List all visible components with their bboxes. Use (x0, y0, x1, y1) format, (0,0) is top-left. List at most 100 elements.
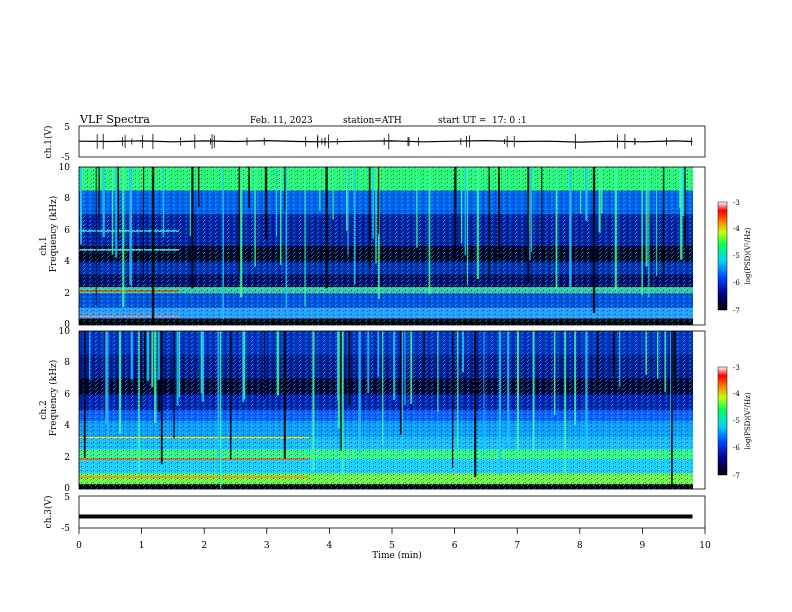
sferic-streak (517, 331, 520, 460)
sferic-streak (673, 331, 676, 387)
sferic-streak (464, 167, 467, 256)
x-tick-label: 2 (201, 541, 207, 551)
sferic-streak (683, 167, 686, 248)
sferic-streak (382, 331, 384, 445)
sferic-streak (416, 167, 418, 248)
sferic-streak (157, 331, 160, 380)
sferic-streak (325, 167, 328, 289)
ch1-colorbar-tick-5: -5 (733, 252, 740, 260)
sferic-streak (178, 331, 181, 398)
sferic-streak (243, 331, 246, 400)
sferic-streak (107, 331, 109, 441)
ch3-ytick-bottom: -5 (61, 524, 70, 534)
sferic-streak (541, 167, 543, 250)
ch1-waveform-ylabel: ch.1(V) (43, 126, 54, 159)
ch2-colorbar-tick-5: -5 (733, 417, 740, 425)
sferic-streak (138, 331, 140, 473)
sferic-streak (201, 331, 205, 402)
ch1-waveform-line (78, 139, 693, 143)
ch2-spectrogram-noise (79, 331, 693, 489)
sferic-streak (648, 167, 650, 298)
sferic-streak (130, 167, 132, 287)
ch1-ytick-8: 8 (64, 194, 70, 204)
ch1-spectrogram-panel: 0 2 4 6 8 10 ch.1 Frequency (kHz) -3 -4 … (39, 163, 752, 330)
ch1-ytick-0: 0 (64, 320, 70, 330)
sferic-streak (276, 331, 280, 396)
header-start-time: 17: 0 :1 (492, 116, 527, 126)
sferic-streak (345, 167, 348, 231)
sferic-streak (574, 331, 576, 425)
ch1-ytick-bottom: -5 (61, 153, 70, 163)
ch2-colorbar-tick-4: -4 (733, 390, 740, 398)
ch1-ytick-2: 2 (64, 289, 70, 299)
sferic-streak (304, 167, 306, 307)
sferic-streak (348, 331, 351, 406)
sferic-streak (679, 167, 681, 209)
sferic-streak (115, 167, 118, 258)
ch1-waveform-spikes (96, 133, 692, 150)
ch2-ytick-10: 10 (59, 327, 71, 337)
sferic-streak (142, 167, 145, 281)
sferic-streak (662, 167, 665, 275)
sferic-streak (598, 167, 601, 233)
sferic-streak (401, 331, 404, 454)
sferic-streak (285, 167, 288, 309)
sferic-streak (189, 167, 191, 237)
chart-title: VLF Spectra (79, 113, 150, 126)
sferic-streak (139, 331, 141, 408)
sferic-streak (466, 167, 468, 285)
sferic-streak (275, 167, 277, 237)
x-axis-ticks: 0 1 2 3 4 5 6 7 8 9 10 (76, 528, 711, 551)
sferic-streak (462, 331, 465, 373)
ch1-colorbar-tick-4: -4 (733, 225, 740, 233)
ch1-colorbar-tick-3: -3 (733, 199, 740, 207)
sferic-streak (347, 167, 349, 256)
ch1-waveform-panel: 5 -5 ch.1(V) (43, 123, 706, 163)
sferic-streak (151, 331, 154, 388)
sferic-streak (531, 167, 533, 252)
sferic-streak (150, 331, 152, 383)
sferic-streak (353, 167, 356, 285)
sferic-streak (197, 167, 200, 208)
sferic-streak (122, 167, 125, 308)
sferic-streak (229, 331, 232, 460)
sferic-streak (585, 331, 588, 451)
sferic-streak (358, 331, 361, 455)
sferic-streak (219, 331, 222, 489)
sferic-streak (162, 167, 165, 237)
sferic-streak (460, 167, 463, 244)
sferic-streak (217, 331, 220, 475)
sferic-streak (457, 331, 459, 449)
ch2-ytick-2: 2 (64, 453, 70, 463)
ch2-sferic-streaks (83, 331, 676, 489)
sferic-streak (452, 331, 454, 469)
x-tick-label: 0 (76, 541, 82, 551)
sferic-streak (238, 167, 241, 274)
sferic-streak (254, 167, 256, 267)
ch2-colorbar-tick-7: -7 (733, 472, 740, 480)
sferic-streak (117, 167, 120, 240)
ch1-frequency-label: Frequency (kHz) (48, 196, 59, 273)
x-tick-label: 8 (577, 541, 583, 551)
sferic-streak (656, 331, 659, 379)
sferic-streak (555, 167, 558, 289)
sferic-streak (240, 167, 243, 298)
sferic-streak (564, 331, 567, 478)
sferic-streak (336, 331, 339, 400)
sferic-streak (454, 167, 457, 260)
sferic-streak (410, 331, 413, 404)
x-tick-label: 5 (389, 541, 395, 551)
sferic-streak (377, 331, 380, 377)
sferic-streak (664, 331, 666, 392)
sferic-streak (488, 167, 490, 277)
sferic-streak (118, 331, 122, 434)
sferic-streak (263, 331, 265, 400)
ch1-ytick-6: 6 (64, 226, 70, 236)
sferic-streak (176, 331, 179, 406)
sferic-streak (129, 167, 131, 285)
ch3-waveform-panel: 5 -5 ch.3(V) (43, 493, 706, 534)
sferic-streak (476, 167, 479, 280)
sferic-streak (80, 167, 82, 245)
ch2-spectrogram-panel: 0 2 4 6 8 10 ch.2 Frequency (kHz) -3 -4 … (39, 327, 752, 494)
ch2-ytick-4: 4 (64, 421, 70, 431)
